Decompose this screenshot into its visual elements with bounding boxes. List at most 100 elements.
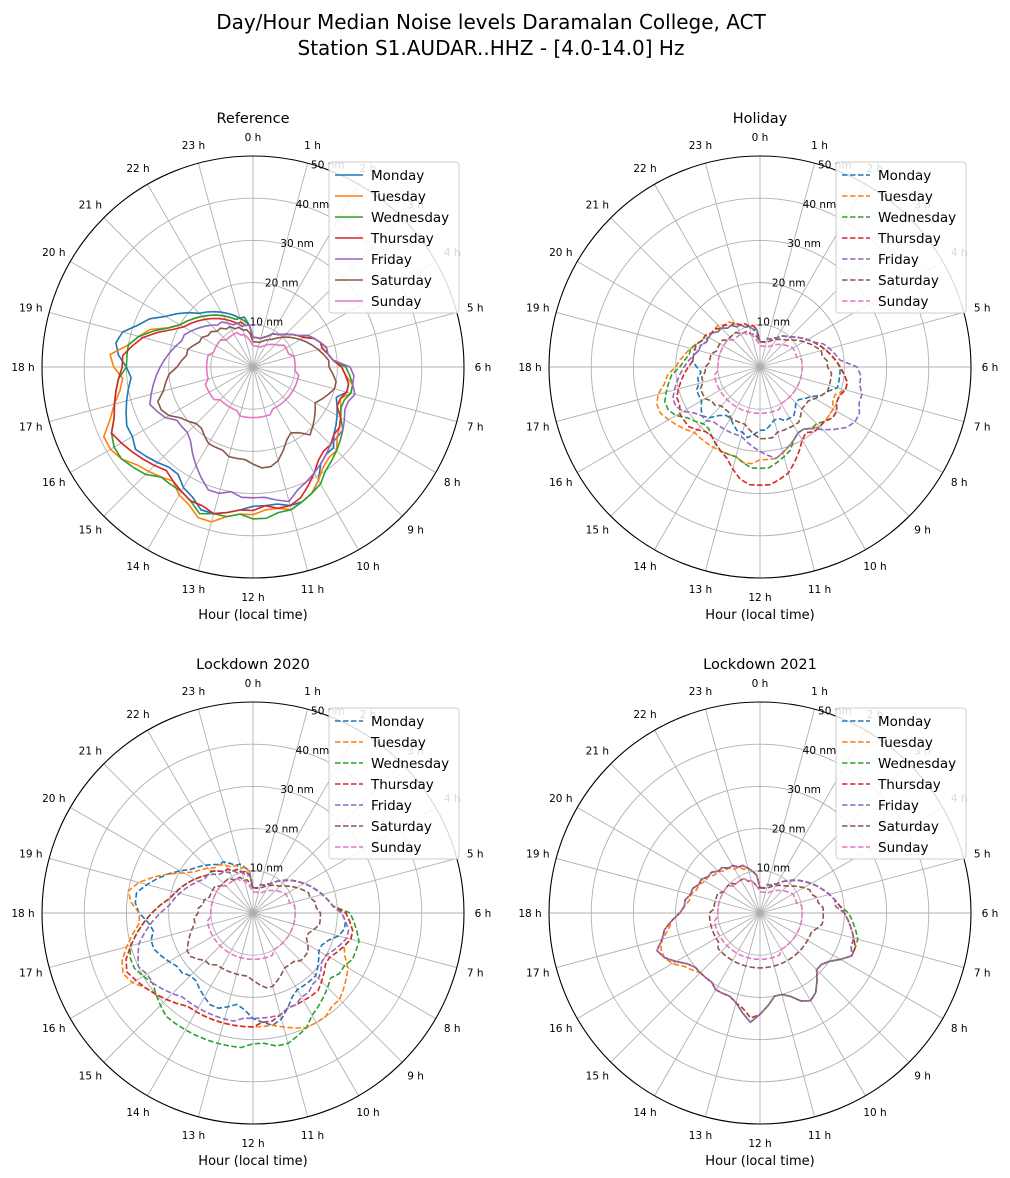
theta-tick-label: 12 h (241, 1138, 264, 1150)
theta-gridline (759, 366, 816, 571)
r-gridcircle (632, 239, 888, 495)
theta-tick-label: 7 h (974, 968, 991, 980)
theta-gridline (70, 261, 254, 368)
theta-tick-label: 22 h (633, 709, 656, 721)
theta-gridline (759, 912, 964, 969)
theta-gridline (252, 912, 403, 1063)
theta-tick-label: 15 h (586, 1071, 609, 1083)
theta-gridline (147, 912, 254, 1096)
theta-gridline (759, 163, 816, 368)
r-tick-label: 20 nm (772, 277, 806, 289)
theta-tick-label: 16 h (549, 1023, 572, 1035)
theta-tick-label: 20 h (549, 793, 572, 805)
theta-tick-label: 23 h (182, 140, 205, 152)
r-tick-label: 40 nm (296, 199, 330, 211)
legend-box (328, 161, 460, 314)
theta-gridline (252, 366, 359, 550)
theta-tick-label: 8 h (444, 477, 461, 489)
theta-tick-label: 23 h (182, 686, 205, 698)
theta-tick-label: 18 h (518, 908, 541, 920)
theta-tick-label: 18 h (11, 908, 34, 920)
legend-label-saturday: Saturday (371, 273, 432, 289)
legend-box (835, 161, 967, 314)
theta-tick-label: 23 h (689, 686, 712, 698)
series-line-tuesday (656, 321, 849, 465)
theta-tick-label: 21 h (79, 745, 102, 757)
series-line-sunday (206, 877, 297, 961)
theta-gridline (759, 912, 910, 1063)
r-gridcircle (590, 743, 930, 1083)
theta-gridline (556, 912, 761, 969)
theta-gridline (577, 807, 761, 914)
theta-gridline (556, 857, 761, 914)
legend-label-thursday: Thursday (877, 231, 941, 247)
theta-gridline (70, 366, 254, 473)
series-line-friday (137, 870, 350, 1022)
r-gridcircle (168, 828, 338, 998)
legend-label-sunday: Sunday (878, 294, 929, 310)
theta-tick-label: 11 h (301, 1130, 324, 1142)
theta-gridline (252, 857, 457, 914)
theta-gridline (147, 366, 254, 550)
subplot-title: Lockdown 2021 (703, 657, 817, 673)
theta-gridline (252, 163, 309, 368)
series-line-tuesday (660, 866, 857, 1024)
theta-tick-label: 6 h (475, 362, 492, 374)
theta-tick-label: 11 h (808, 1130, 831, 1142)
legend-box (835, 707, 967, 860)
theta-gridline (556, 311, 761, 368)
legend-label-thursday: Thursday (877, 777, 941, 793)
theta-gridline (704, 163, 761, 368)
polar-frame (548, 155, 972, 579)
theta-gridline (70, 912, 254, 1019)
theta-gridline (759, 912, 943, 1019)
theta-gridline (252, 366, 403, 517)
theta-gridline (49, 311, 254, 368)
theta-tick-label: 20 h (42, 247, 65, 259)
r-gridcircle (83, 197, 423, 537)
series-line-tuesday (121, 863, 354, 1029)
theta-gridline (759, 857, 964, 914)
theta-tick-label: 9 h (407, 1071, 424, 1083)
r-gridcircle (125, 785, 381, 1041)
theta-tick-label: 1 h (811, 140, 828, 152)
legend-box (328, 707, 460, 860)
theta-gridline (252, 912, 457, 969)
theta-gridline (654, 912, 761, 1096)
r-gridcircle (632, 785, 888, 1041)
legend-label-sunday: Sunday (371, 294, 422, 310)
series-line-friday (671, 324, 863, 460)
theta-tick-label: 8 h (444, 1023, 461, 1035)
legend-label-sunday: Sunday (878, 840, 929, 856)
theta-tick-label: 19 h (19, 302, 42, 314)
series-line-sunday (713, 331, 804, 415)
theta-tick-label: 15 h (79, 1071, 102, 1083)
theta-tick-label: 22 h (126, 163, 149, 175)
series-line-saturday (708, 877, 825, 969)
theta-tick-label: 10 h (356, 561, 379, 573)
r-tick-label: 30 nm (787, 238, 821, 250)
theta-gridline (103, 763, 254, 914)
r-tick-label: 30 nm (280, 784, 314, 796)
theta-tick-label: 9 h (407, 525, 424, 537)
theta-gridline (197, 163, 254, 368)
theta-tick-label: 5 h (974, 302, 991, 314)
theta-gridline (759, 709, 816, 914)
r-tick-label: 40 nm (803, 199, 837, 211)
series-line-thursday (110, 317, 350, 515)
theta-gridline (759, 912, 866, 1096)
r-tick-label: 40 nm (803, 745, 837, 757)
theta-tick-label: 8 h (951, 477, 968, 489)
theta-tick-label: 1 h (304, 686, 321, 698)
theta-tick-label: 5 h (467, 302, 484, 314)
r-tick-label: 10 nm (757, 863, 791, 875)
theta-gridline (147, 730, 254, 914)
r-gridcircle (590, 197, 930, 537)
theta-tick-label: 8 h (951, 1023, 968, 1035)
r-tick-label: 30 nm (787, 784, 821, 796)
series-line-monday (134, 860, 347, 1026)
theta-gridline (49, 912, 254, 969)
